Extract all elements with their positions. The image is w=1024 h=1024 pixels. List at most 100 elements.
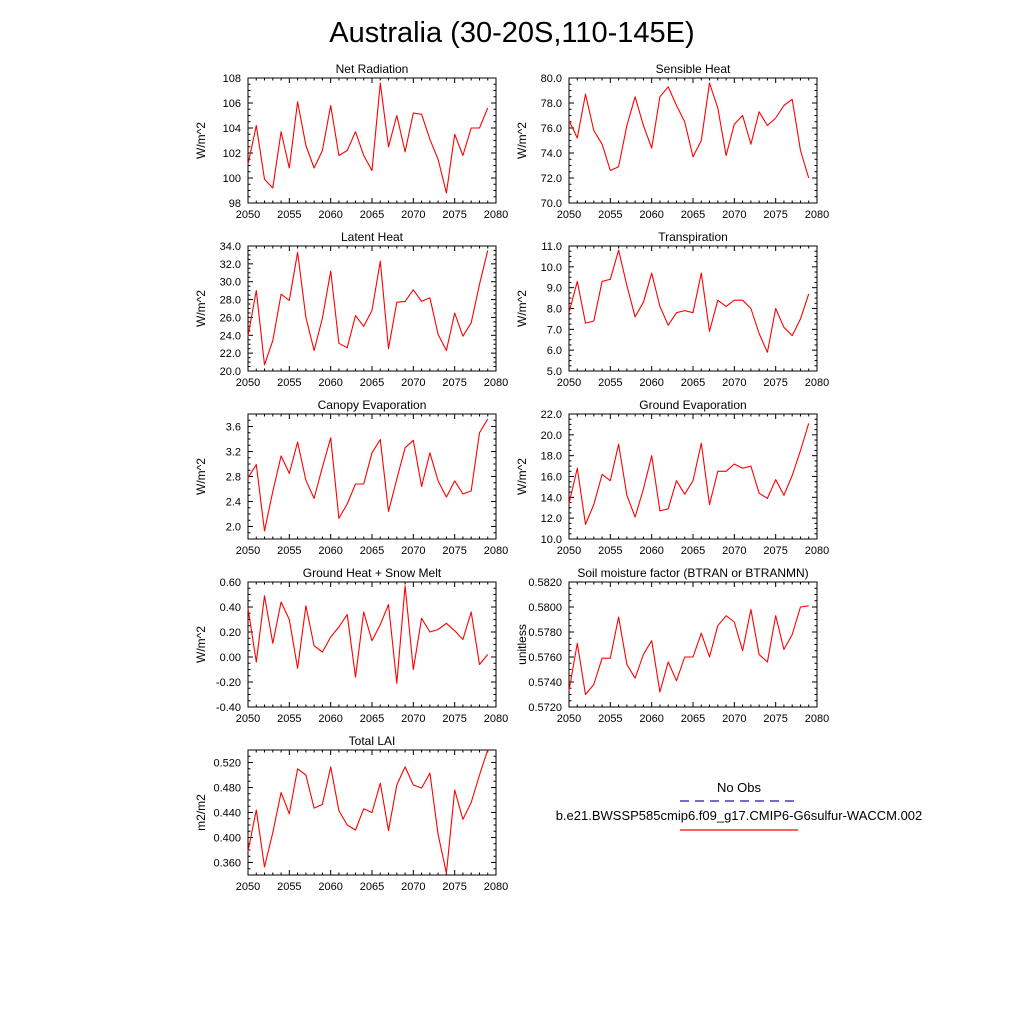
plot-canopy-evaporation-xtick-label: 2055 bbox=[277, 545, 301, 557]
plot-soil-moisture-factor-btran-or-btranmn-xtick-label: 2055 bbox=[598, 713, 622, 725]
plot-net-radiation-ytick-label: 104 bbox=[223, 123, 241, 135]
plot-sensible-heat-ytick-label: 78.0 bbox=[541, 98, 562, 110]
plot-soil-moisture-factor-btran-or-btranmn-xtick-label: 2050 bbox=[557, 713, 581, 725]
plot-total-lai-ytick-label: 0.360 bbox=[213, 858, 241, 870]
plot-sensible-heat-ytick-label: 76.0 bbox=[541, 123, 562, 135]
plot-ground-heat-snow-melt-ytick-label: 0.40 bbox=[220, 602, 241, 614]
plot-ground-heat-snow-melt-ytick-label: 0.00 bbox=[220, 652, 241, 664]
plot-ground-heat-snow-melt-xtick-label: 2075 bbox=[442, 713, 466, 725]
plot-latent-heat-xtick-label: 2075 bbox=[442, 377, 466, 389]
plot-canopy-evaporation-xtick-label: 2070 bbox=[401, 545, 425, 557]
plot-latent-heat-series-line bbox=[247, 250, 489, 366]
plot-transpiration-xtick-label: 2050 bbox=[557, 377, 581, 389]
plot-total-lai-xtick-label: 2070 bbox=[401, 881, 425, 893]
plot-transpiration-xtick-label: 2060 bbox=[639, 377, 663, 389]
plot-transpiration-xtick-label: 2075 bbox=[763, 377, 787, 389]
plot-sensible-heat-xtick-label: 2070 bbox=[722, 209, 746, 221]
plot-latent-heat-ytick-label: 26.0 bbox=[220, 312, 241, 324]
plot-total-lai: 2050 2055 2060 2065 2070 2075 2080 0.360 0.400 0.… bbox=[194, 734, 508, 893]
legend-obs-label: No Obs bbox=[717, 780, 762, 795]
plot-net-radiation-ytick-label: 108 bbox=[223, 73, 241, 85]
plot-net-radiation-series-line bbox=[247, 82, 489, 194]
plot-ground-heat-snow-melt-title: Ground Heat + Snow Melt bbox=[303, 566, 442, 580]
plot-latent-heat-xtick-label: 2050 bbox=[236, 377, 260, 389]
plot-ground-evaporation-ytick-label: 22.0 bbox=[541, 409, 562, 421]
plot-latent-heat-ytick-label: 34.0 bbox=[220, 241, 241, 253]
plot-soil-moisture-factor-btran-or-btranmn-ylabel: unitless bbox=[515, 624, 529, 665]
plot-ground-heat-snow-melt-ytick-label: -0.20 bbox=[216, 677, 241, 689]
plot-sensible-heat-xtick-label: 2065 bbox=[681, 209, 705, 221]
plot-total-lai-ytick-label: 0.440 bbox=[213, 808, 241, 820]
plot-soil-moisture-factor-btran-or-btranmn-ytick-label: 0.5780 bbox=[528, 627, 562, 639]
plot-transpiration-ytick-label: 11.0 bbox=[541, 241, 562, 253]
plot-ground-heat-snow-melt-xtick-label: 2055 bbox=[277, 713, 301, 725]
plot-sensible-heat-xtick-label: 2080 bbox=[805, 209, 829, 221]
plot-canopy-evaporation-ylabel: W/m^2 bbox=[194, 458, 208, 495]
plot-transpiration-xtick-label: 2080 bbox=[805, 377, 829, 389]
plot-ground-heat-snow-melt-xtick-label: 2050 bbox=[236, 713, 260, 725]
plot-latent-heat-ytick-label: 30.0 bbox=[220, 277, 241, 289]
plot-net-radiation-xtick-label: 2070 bbox=[401, 209, 425, 221]
plot-ground-evaporation-ytick-label: 18.0 bbox=[541, 451, 562, 463]
plot-soil-moisture-factor-btran-or-btranmn-xtick-label: 2080 bbox=[805, 713, 829, 725]
plot-transpiration-ytick-label: 8.0 bbox=[547, 304, 562, 316]
plot-ground-evaporation-xtick-label: 2080 bbox=[805, 545, 829, 557]
plot-canopy-evaporation-xtick-label: 2080 bbox=[484, 545, 508, 557]
plot-ground-heat-snow-melt-ytick-label: -0.40 bbox=[216, 702, 241, 714]
plot-canopy-evaporation-series-line bbox=[247, 418, 489, 532]
plot-ground-evaporation-series-line bbox=[568, 423, 810, 525]
plot-net-radiation-xtick-label: 2055 bbox=[277, 209, 301, 221]
plot-latent-heat-ytick-label: 28.0 bbox=[220, 295, 241, 307]
plot-latent-heat-title: Latent Heat bbox=[341, 230, 404, 244]
plot-sensible-heat: 2050 2055 2060 2065 2070 2075 2080 70.0 72.0 74.0… bbox=[515, 62, 829, 221]
plot-total-lai-title: Total LAI bbox=[349, 734, 396, 748]
plot-transpiration-title: Transpiration bbox=[658, 230, 728, 244]
plot-canopy-evaporation-ytick-label: 3.2 bbox=[226, 447, 241, 459]
plot-transpiration-ytick-label: 10.0 bbox=[541, 262, 562, 274]
plot-transpiration-ylabel: W/m^2 bbox=[515, 290, 529, 327]
plot-net-radiation-ytick-label: 102 bbox=[223, 148, 241, 160]
plot-ground-evaporation-ylabel: W/m^2 bbox=[515, 458, 529, 495]
plot-sensible-heat-xtick-label: 2050 bbox=[557, 209, 581, 221]
plot-transpiration-xtick-label: 2065 bbox=[681, 377, 705, 389]
plot-canopy-evaporation-ytick-label: 2.8 bbox=[226, 472, 241, 484]
plot-total-lai-ytick-label: 0.520 bbox=[213, 758, 241, 770]
plot-transpiration-xtick-label: 2070 bbox=[722, 377, 746, 389]
plot-ground-evaporation-xtick-label: 2060 bbox=[639, 545, 663, 557]
plot-net-radiation-xtick-label: 2080 bbox=[484, 209, 508, 221]
plot-ground-evaporation-ytick-label: 10.0 bbox=[541, 534, 562, 546]
plot-soil-moisture-factor-btran-or-btranmn-ytick-label: 0.5760 bbox=[528, 652, 562, 664]
plot-net-radiation-title: Net Radiation bbox=[336, 62, 409, 76]
plot-transpiration-series-line bbox=[568, 249, 810, 353]
plot-sensible-heat-xtick-label: 2055 bbox=[598, 209, 622, 221]
plot-ground-heat-snow-melt-xtick-label: 2080 bbox=[484, 713, 508, 725]
plot-sensible-heat-ylabel: W/m^2 bbox=[515, 122, 529, 159]
plot-ground-evaporation-xtick-label: 2070 bbox=[722, 545, 746, 557]
plot-grid: 2050 2055 2060 2065 2070 2075 2080 98 100 102 104 1… bbox=[194, 62, 829, 893]
plot-transpiration-ytick-label: 6.0 bbox=[547, 345, 562, 357]
plot-transpiration-ytick-label: 9.0 bbox=[547, 283, 562, 295]
plot-ground-evaporation-xtick-label: 2050 bbox=[557, 545, 581, 557]
plot-canopy-evaporation-xtick-label: 2050 bbox=[236, 545, 260, 557]
plot-latent-heat-ylabel: W/m^2 bbox=[194, 290, 208, 327]
plot-latent-heat-xtick-label: 2065 bbox=[360, 377, 384, 389]
plot-latent-heat: 2050 2055 2060 2065 2070 2075 2080 20.0 22.0 24.0… bbox=[194, 230, 508, 389]
plot-ground-heat-snow-melt-xtick-label: 2070 bbox=[401, 713, 425, 725]
plot-soil-moisture-factor-btran-or-btranmn-xtick-label: 2075 bbox=[763, 713, 787, 725]
plot-net-radiation-xtick-label: 2060 bbox=[318, 209, 342, 221]
plot-sensible-heat-ytick-label: 80.0 bbox=[541, 73, 562, 85]
plot-soil-moisture-factor-btran-or-btranmn-xtick-label: 2060 bbox=[639, 713, 663, 725]
plot-ground-evaporation-xtick-label: 2065 bbox=[681, 545, 705, 557]
plot-ground-heat-snow-melt-series-line bbox=[247, 585, 489, 684]
plot-net-radiation-ytick-label: 106 bbox=[223, 98, 241, 110]
plot-total-lai-xtick-label: 2080 bbox=[484, 881, 508, 893]
plot-total-lai-xtick-label: 2060 bbox=[318, 881, 342, 893]
plot-soil-moisture-factor-btran-or-btranmn-ytick-label: 0.5820 bbox=[528, 577, 562, 589]
plot-transpiration-ytick-label: 5.0 bbox=[547, 366, 562, 378]
plot-soil-moisture-factor-btran-or-btranmn-series-line bbox=[568, 605, 809, 696]
plot-canopy-evaporation-ytick-label: 2.4 bbox=[226, 497, 241, 509]
page-title: Australia (30-20S,110-145E) bbox=[329, 17, 694, 49]
plot-sensible-heat-title: Sensible Heat bbox=[656, 62, 731, 76]
plot-net-radiation-xtick-label: 2065 bbox=[360, 209, 384, 221]
plot-ground-evaporation-ytick-label: 16.0 bbox=[541, 472, 562, 484]
